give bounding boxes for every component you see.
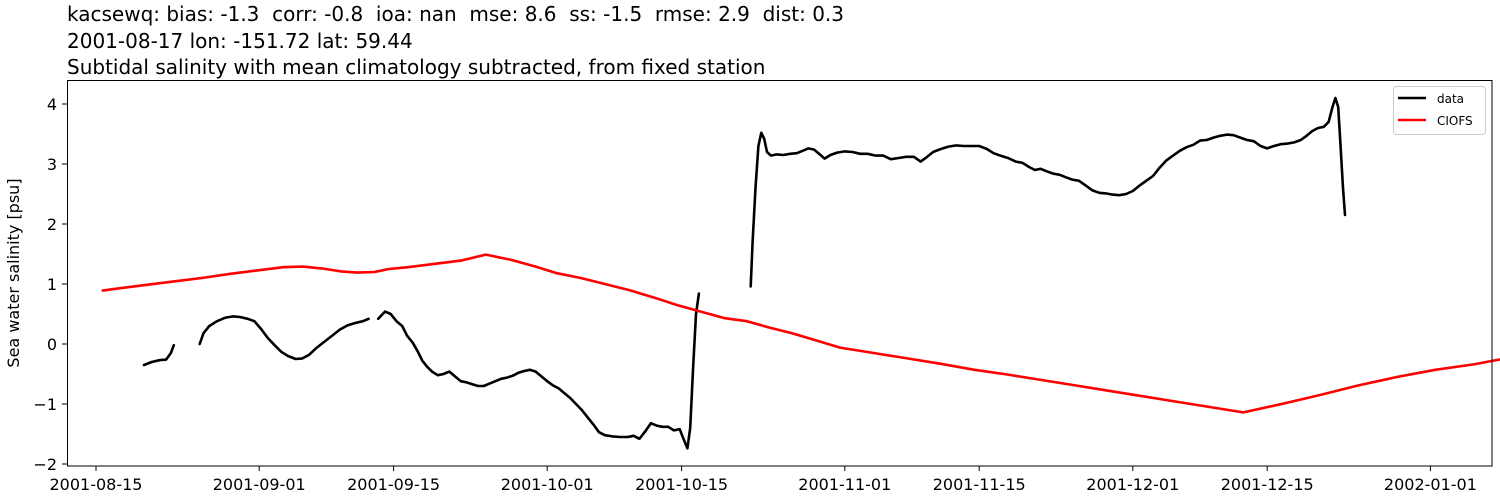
y-axis-label: Sea water salinity [psu] [4,178,23,367]
x-tick-label: 2001-11-15 [933,475,1026,494]
series-layer [101,96,1500,450]
series-line-data [376,292,701,450]
series-line-data [142,343,176,367]
y-tick-label: −1 [33,395,57,414]
series-line-data [749,96,1347,288]
x-tick-label: 2002-01-01 [1384,475,1477,494]
y-tick-label: 2 [47,215,57,234]
x-tick-label: 2001-11-01 [798,475,891,494]
series-line-data [198,315,370,361]
y-tick-label: 4 [47,95,57,114]
legend: data CIOFS [1393,86,1486,135]
chart-title-description: Subtidal salinity with mean climatology … [67,55,766,79]
x-tick-label: 2001-12-15 [1221,475,1314,494]
x-axis: 2001-08-15 2001-09-01 2001-09-15 2001-10-01… [50,466,1477,494]
x-tick-label: 2001-10-01 [501,475,594,494]
y-axis: 4 3 2 1 0 −1 −2 [33,95,67,474]
chart-title-stats: kacsewq: bias: -1.3 corr: -0.8 ioa: nan … [67,2,845,26]
y-tick-label: 3 [47,155,57,174]
y-tick-label: 1 [47,275,57,294]
series-line-ciofs [101,253,1500,414]
legend-label-ciofs: CIOFS [1437,114,1473,128]
y-tick-label: 0 [47,335,57,354]
x-tick-label: 2001-09-01 [213,475,306,494]
x-tick-label: 2001-12-01 [1086,475,1179,494]
chart-title-location: 2001-08-17 lon: -151.72 lat: 59.44 [67,29,413,53]
legend-label-data: data [1437,92,1464,106]
y-tick-label: −2 [33,455,57,474]
axes-frame [67,80,1493,467]
x-tick-label: 2001-08-15 [50,475,143,494]
x-tick-label: 2001-09-15 [347,475,440,494]
x-tick-label: 2001-10-15 [635,475,728,494]
